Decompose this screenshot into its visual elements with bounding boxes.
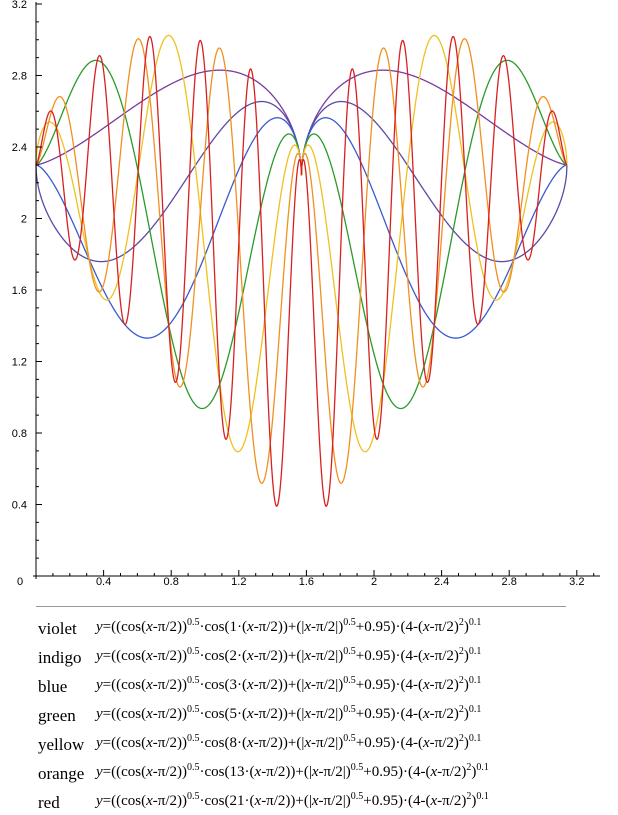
x-tick-label: 2 xyxy=(371,576,377,588)
y-tick-label: 2.4 xyxy=(12,142,27,154)
legend-equation: y=((cos(x-π/2))0.5·cos(3·(x-π/2))+(|x-π/… xyxy=(96,675,482,693)
legend-series-name: indigo xyxy=(38,648,82,667)
legend-series-name: violet xyxy=(38,619,77,638)
y-tick-label: 2.8 xyxy=(12,71,27,83)
axes: 0 0.4 0.8 1.2 1.6 2 2.4 2.8 3.2 0.4 0.8 1.2 1.6 2 2.4 2… xyxy=(12,0,600,588)
y-tick-label: 0.8 xyxy=(12,428,27,440)
legend-series-name: orange xyxy=(38,764,85,783)
legend-equation: y=((cos(x-π/2))0.5·cos(21·(x-π/2))+(|x-π… xyxy=(96,791,489,809)
legend-series-name: red xyxy=(38,793,60,812)
chart-plot: 0 0.4 0.8 1.2 1.6 2 2.4 2.8 3.2 0.4 0.8 1.2 1.6 2 2.4 2… xyxy=(12,0,600,588)
x-tick-label: 0.4 xyxy=(96,576,111,588)
legend-equation: y=((cos(x-π/2))0.5·cos(2·(x-π/2))+(|x-π/… xyxy=(96,646,482,664)
legend-series-name: green xyxy=(38,706,76,725)
x-tick-label: 2.4 xyxy=(434,576,449,588)
legend-equation: y=((cos(x-π/2))0.5·cos(1·(x-π/2))+(|x-π/… xyxy=(96,617,482,635)
series-curves xyxy=(35,34,568,507)
x-tick-label: 1.6 xyxy=(299,576,314,588)
legend-equation: y=((cos(x-π/2))0.5·cos(13·(x-π/2))+(|x-π… xyxy=(96,762,489,780)
x-tick-label: 1.2 xyxy=(231,576,246,588)
series-line-orange xyxy=(35,38,568,484)
legend-equation: y=((cos(x-π/2))0.5·cos(8·(x-π/2))+(|x-π/… xyxy=(96,733,482,751)
x-tick-label: 2.8 xyxy=(502,576,517,588)
legend-series-name: blue xyxy=(38,677,68,696)
y-tick-label: 1.6 xyxy=(12,285,27,297)
x-tick-label: 3.2 xyxy=(569,576,584,588)
x-tick-label: 0.8 xyxy=(164,576,179,588)
y-tick-label: 3.2 xyxy=(12,0,27,11)
legend-equation: y=((cos(x-π/2))0.5·cos(5·(x-π/2))+(|x-π/… xyxy=(96,704,482,722)
y-tick-label: 1.2 xyxy=(12,357,27,369)
y-tick-label: 2 xyxy=(21,214,27,226)
series-line-blue xyxy=(35,117,567,339)
series-line-red xyxy=(35,35,568,507)
y-tick-label: 0.4 xyxy=(12,500,27,512)
legend-series-name: yellow xyxy=(38,735,85,754)
legend: violet y=((cos(x-π/2))0.5·cos(1·(x-π/2))+… xyxy=(36,606,566,812)
x-tick-label: 0 xyxy=(17,576,23,588)
